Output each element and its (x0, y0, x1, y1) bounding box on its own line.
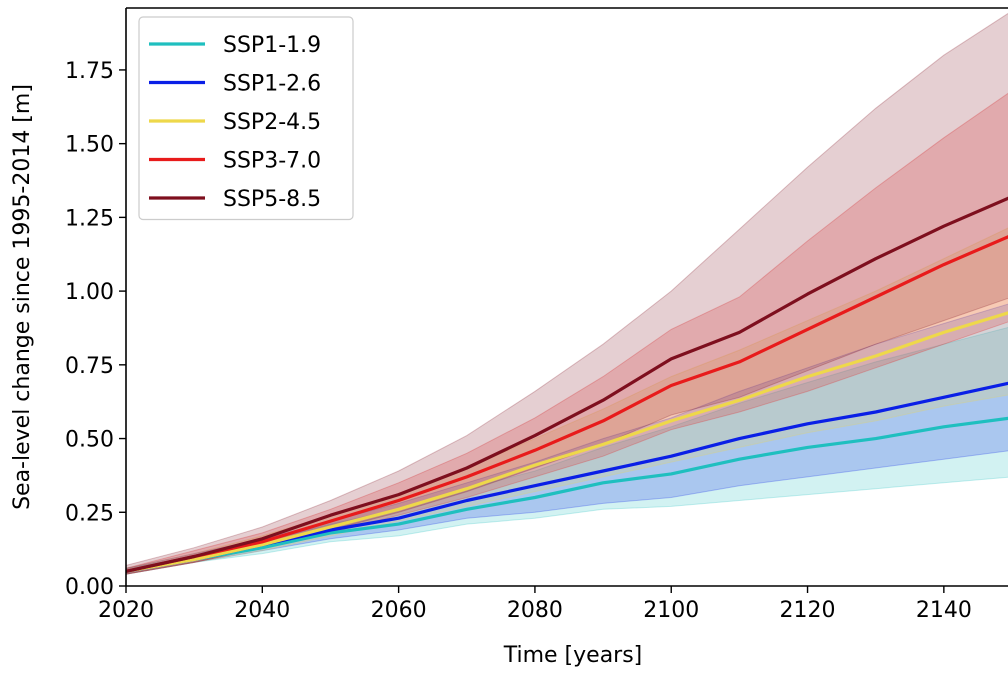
legend-label-ssp3-7-0: SSP3-7.0 (223, 149, 321, 174)
y-axis-label: Sea-level change since 1995-2014 [m] (10, 84, 35, 510)
series-lines (126, 196, 1008, 573)
line-ssp3-7-0 (126, 235, 1008, 573)
x-tick-label: 2040 (234, 598, 290, 623)
y-tick-label: 1.25 (65, 206, 114, 231)
line-ssp2-4-5 (126, 311, 1008, 573)
x-axis-label: Time [years] (503, 643, 643, 668)
x-tick-label: 2120 (780, 598, 836, 623)
legend-box (138, 16, 354, 221)
x-tick-label: 2060 (371, 598, 427, 623)
legend-label-ssp1-1-9: SSP1-1.9 (223, 33, 321, 58)
legend-label-ssp5-8-5: SSP5-8.5 (223, 187, 321, 212)
y-tick-label: 1.00 (65, 280, 114, 305)
x-tick-label: 2020 (98, 598, 154, 623)
line-ssp5-8-5 (126, 196, 1008, 573)
band-ssp5-8-5 (126, 12, 1008, 575)
x-tick-label: 2080 (507, 598, 563, 623)
line-ssp1-1-9 (126, 416, 1008, 573)
y-tick-label: 1.50 (65, 133, 114, 158)
y-tick-label: 1.75 (65, 59, 114, 84)
legend: SSP1-1.9 SSP1-2.6 SSP2-4.5 SSP3-7.0 SSP5-8.5 (138, 16, 354, 221)
y-tick-label: 0.75 (65, 354, 114, 379)
y-tick-label: 0.50 (65, 428, 114, 453)
axes: 2020 2040 2060 2080 2100 2120 2140 0.00 0.25 0.50… (65, 7, 1008, 623)
x-tick-label: 2100 (643, 598, 699, 623)
y-tick-label: 0.25 (65, 501, 114, 526)
y-tick-label: 0.00 (65, 575, 114, 600)
band-ssp1-2-6 (126, 303, 1008, 575)
legend-label-ssp1-2-6: SSP1-2.6 (223, 72, 321, 97)
x-tick-label: 2140 (916, 598, 972, 623)
legend-label-ssp2-4-5: SSP2-4.5 (223, 110, 321, 135)
